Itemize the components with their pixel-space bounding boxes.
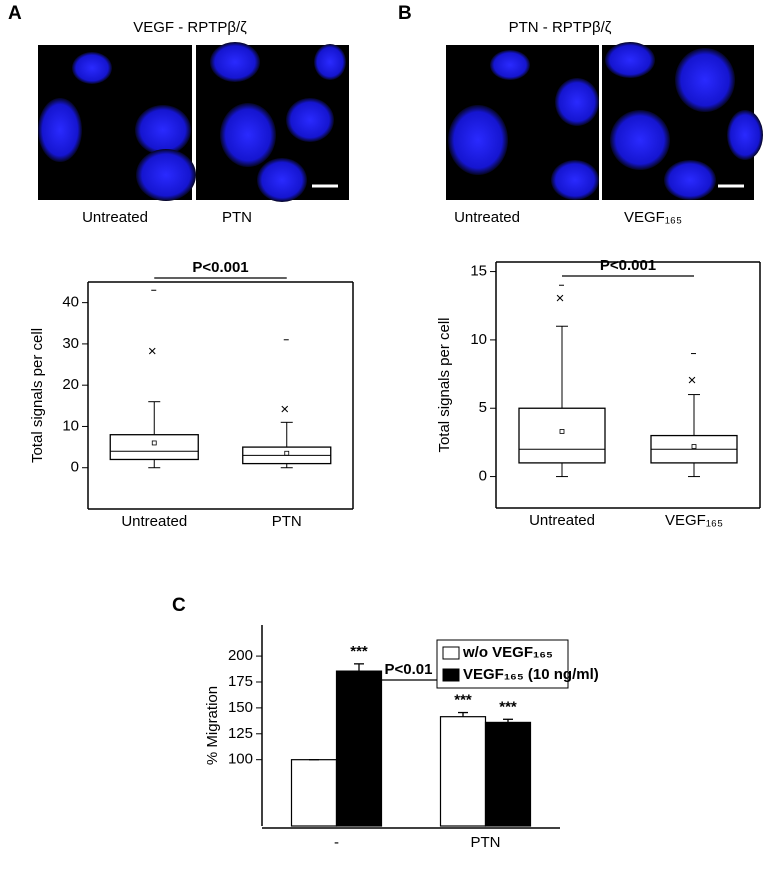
x-tick-label: Untreated bbox=[529, 512, 595, 529]
y-axis-label: Total signals per cell bbox=[29, 328, 46, 463]
y-tick-label: 40 bbox=[62, 294, 79, 311]
y-tick-label: 30 bbox=[62, 335, 79, 352]
x-tick-label: Untreated bbox=[121, 513, 187, 530]
legend-label: w/o VEGF₁₆₅ bbox=[462, 644, 553, 661]
y-axis-label: Total signals per cell bbox=[436, 317, 453, 452]
y-tick-label: 175 bbox=[228, 673, 253, 690]
outlier: × bbox=[148, 343, 157, 360]
bar bbox=[335, 670, 383, 827]
significance: *** bbox=[454, 692, 472, 709]
y-tick-label: 5 bbox=[479, 399, 487, 416]
x-tick-label: PTN bbox=[471, 834, 501, 851]
legend-swatch bbox=[442, 646, 460, 660]
significance: *** bbox=[350, 643, 368, 660]
box bbox=[518, 407, 606, 464]
y-tick-label: 125 bbox=[228, 725, 253, 742]
y-tick-label: 100 bbox=[228, 751, 253, 768]
mean bbox=[284, 450, 290, 456]
image-title: VEGF - RPTPβ/ζ bbox=[133, 19, 247, 36]
y-tick-label: 10 bbox=[62, 417, 79, 434]
x-tick-label: PTN bbox=[272, 513, 302, 530]
box bbox=[109, 434, 199, 461]
panel-letter: B bbox=[398, 3, 412, 24]
bar bbox=[290, 759, 338, 827]
image-label: VEGF₁₆₅ bbox=[624, 209, 682, 226]
micrographs bbox=[38, 42, 763, 202]
legend-swatch bbox=[442, 668, 460, 682]
image-label: Untreated bbox=[454, 209, 520, 226]
mean bbox=[559, 429, 565, 434]
outlier: × bbox=[688, 372, 697, 389]
image-title: PTN - RPTPβ/ζ bbox=[509, 19, 612, 36]
y-tick-label: 10 bbox=[470, 331, 487, 348]
comparison-label: P<0.001 bbox=[600, 257, 656, 274]
comparison-label: P<0.01 bbox=[385, 661, 433, 678]
outlier: × bbox=[280, 401, 289, 418]
image-label: PTN bbox=[222, 209, 252, 226]
y-tick-label: 15 bbox=[470, 263, 487, 280]
y-axis-label: % Migration bbox=[204, 686, 221, 765]
y-tick-label: 150 bbox=[228, 699, 253, 716]
mean bbox=[691, 444, 697, 449]
x-tick-label: - bbox=[334, 834, 339, 851]
bar bbox=[439, 716, 487, 827]
y-tick-label: 200 bbox=[228, 647, 253, 664]
significance: *** bbox=[499, 698, 517, 715]
comparison-label: P<0.001 bbox=[192, 259, 248, 276]
x-tick-label: VEGF₁₆₅ bbox=[665, 512, 723, 529]
bar bbox=[484, 721, 532, 827]
panel-letter: C bbox=[172, 595, 186, 616]
outlier: × bbox=[556, 290, 565, 307]
panel-letter: A bbox=[8, 3, 22, 24]
legend-label: VEGF₁₆₅ (10 ng/ml) bbox=[463, 666, 599, 683]
y-tick-label: 0 bbox=[71, 459, 79, 476]
image-label: Untreated bbox=[82, 209, 148, 226]
y-tick-label: 0 bbox=[479, 468, 487, 485]
mean bbox=[151, 440, 157, 446]
y-tick-label: 20 bbox=[62, 376, 79, 393]
